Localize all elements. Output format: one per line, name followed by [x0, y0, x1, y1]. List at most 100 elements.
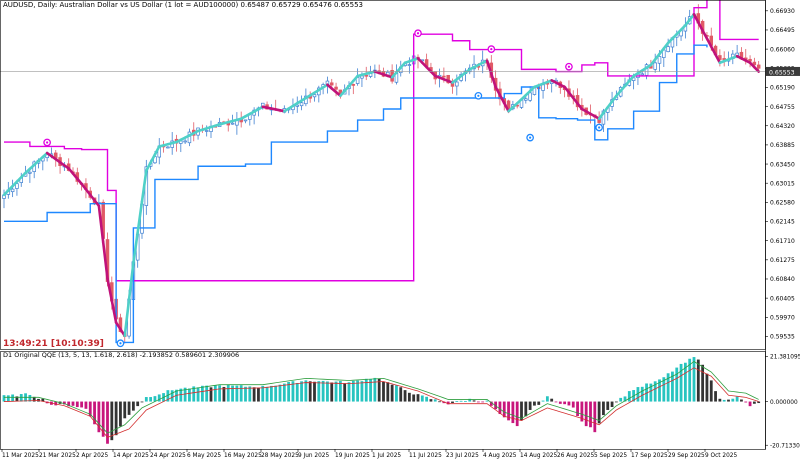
qqe-bar — [451, 402, 454, 403]
qqe-bar — [417, 394, 420, 401]
qqe-bar — [524, 402, 527, 417]
qqe-bar — [141, 402, 144, 403]
qqe-bar — [352, 381, 355, 402]
qqe-bar — [675, 368, 678, 402]
qqe-bar — [373, 378, 376, 402]
qqe-bar — [279, 385, 282, 402]
price-tick-label: 0.60840 — [770, 276, 795, 283]
candle-body — [658, 56, 661, 63]
qqe-bar — [576, 402, 579, 416]
qqe-bar — [455, 401, 458, 402]
qqe-bar — [399, 387, 402, 401]
qqe-bar — [132, 402, 135, 411]
qqe-bar — [706, 374, 709, 402]
time-tick-label: 9 Jun 2025 — [298, 453, 329, 459]
time-tick-label: 2 Apr 2025 — [76, 453, 108, 459]
qqe-bar — [438, 401, 441, 402]
indicator-title: D1 Original QQE (13, 5, 13, 1.618, 2.618… — [3, 351, 239, 359]
qqe-bar — [718, 399, 721, 402]
qqe-bar — [188, 389, 191, 402]
qqe-bar — [615, 402, 618, 403]
candle-body — [244, 120, 247, 121]
time-tick-label: 11 Mar 2025 — [2, 453, 39, 459]
qqe-bar — [404, 390, 407, 401]
qqe-bar — [680, 364, 683, 402]
time-tick-label: 11 Jul 2025 — [409, 453, 442, 459]
qqe-bar — [593, 402, 596, 433]
qqe-bar — [201, 386, 204, 402]
time-tick-label: 28 May 2025 — [261, 453, 299, 459]
qqe-bar — [693, 357, 696, 401]
qqe-bar — [240, 385, 243, 401]
candle-body — [166, 147, 169, 148]
qqe-bar — [641, 387, 644, 402]
qqe-bar — [563, 402, 566, 405]
time-tick-label: 1 Jul 2025 — [372, 453, 401, 459]
qqe-bar — [391, 385, 394, 402]
qqe-bar — [736, 397, 739, 402]
candle-body — [184, 141, 187, 142]
time-tick-label: 14 Aug 2025 — [520, 453, 557, 459]
qqe-bar — [421, 395, 424, 401]
price-tick-label: 0.65190 — [770, 85, 795, 92]
candle-body — [524, 99, 527, 100]
candle-body — [455, 82, 458, 86]
price-tick-label: 0.64320 — [770, 123, 795, 130]
qqe-bar — [274, 386, 277, 402]
qqe-bar — [589, 402, 592, 428]
candle-body — [300, 103, 303, 106]
current-price-label: 0.65553 — [769, 69, 795, 76]
qqe-bar — [697, 360, 700, 402]
signal-dot-center — [46, 141, 48, 143]
price-tick-label: 0.59535 — [770, 334, 795, 341]
qqe-bar — [477, 402, 480, 403]
qqe-bar — [611, 402, 614, 407]
price-tick-label: 0.59970 — [770, 314, 795, 321]
qqe-bar — [214, 386, 217, 402]
qqe-bar — [7, 395, 10, 401]
qqe-bar — [572, 402, 575, 408]
candle-body — [205, 130, 208, 131]
candle-body — [667, 47, 670, 52]
qqe-bar — [330, 383, 333, 402]
qqe-bar — [270, 386, 273, 402]
qqe-bar — [296, 383, 299, 402]
price-tick-label: 0.61710 — [770, 238, 795, 245]
qqe-bar — [425, 397, 428, 402]
qqe-bar — [723, 400, 726, 402]
qqe-bar — [628, 391, 631, 401]
signal-dot-center — [119, 342, 121, 344]
qqe-bar — [231, 386, 234, 402]
price-tick-label: 0.63015 — [770, 180, 795, 187]
price-tick-label: 0.63885 — [770, 142, 795, 149]
qqe-bar — [300, 381, 303, 401]
qqe-bar — [602, 402, 605, 416]
time-tick-label: 24 Apr 2025 — [150, 453, 186, 459]
price-tick-label: 0.63450 — [770, 161, 795, 168]
qqe-bar — [503, 402, 506, 418]
qqe-bar — [205, 386, 208, 402]
qqe-bar — [460, 401, 463, 402]
candle-body — [451, 83, 454, 86]
price-tick-label: 0.62580 — [770, 200, 795, 207]
qqe-bar — [235, 386, 238, 402]
qqe-tick-label: 21.381095 — [770, 355, 800, 361]
price-tick-label: 0.61275 — [770, 257, 795, 264]
qqe-bar — [481, 402, 484, 403]
signal-dot-center — [598, 126, 600, 128]
qqe-bar — [244, 387, 247, 402]
qqe-bar — [550, 399, 553, 402]
time-tick-label: 16 May 2025 — [224, 453, 262, 459]
qqe-bar — [361, 381, 364, 401]
time-tick-label: 29 Sep 2025 — [668, 453, 705, 459]
qqe-bar — [218, 385, 221, 401]
time-tick-label: 4 Aug 2025 — [483, 453, 517, 459]
qqe-bar — [322, 381, 325, 402]
time-tick-label: 9 Oct 2025 — [705, 453, 737, 459]
qqe-bar — [197, 387, 200, 401]
candle-body — [408, 65, 411, 66]
candle-body — [11, 189, 14, 192]
qqe-bar — [542, 401, 545, 402]
